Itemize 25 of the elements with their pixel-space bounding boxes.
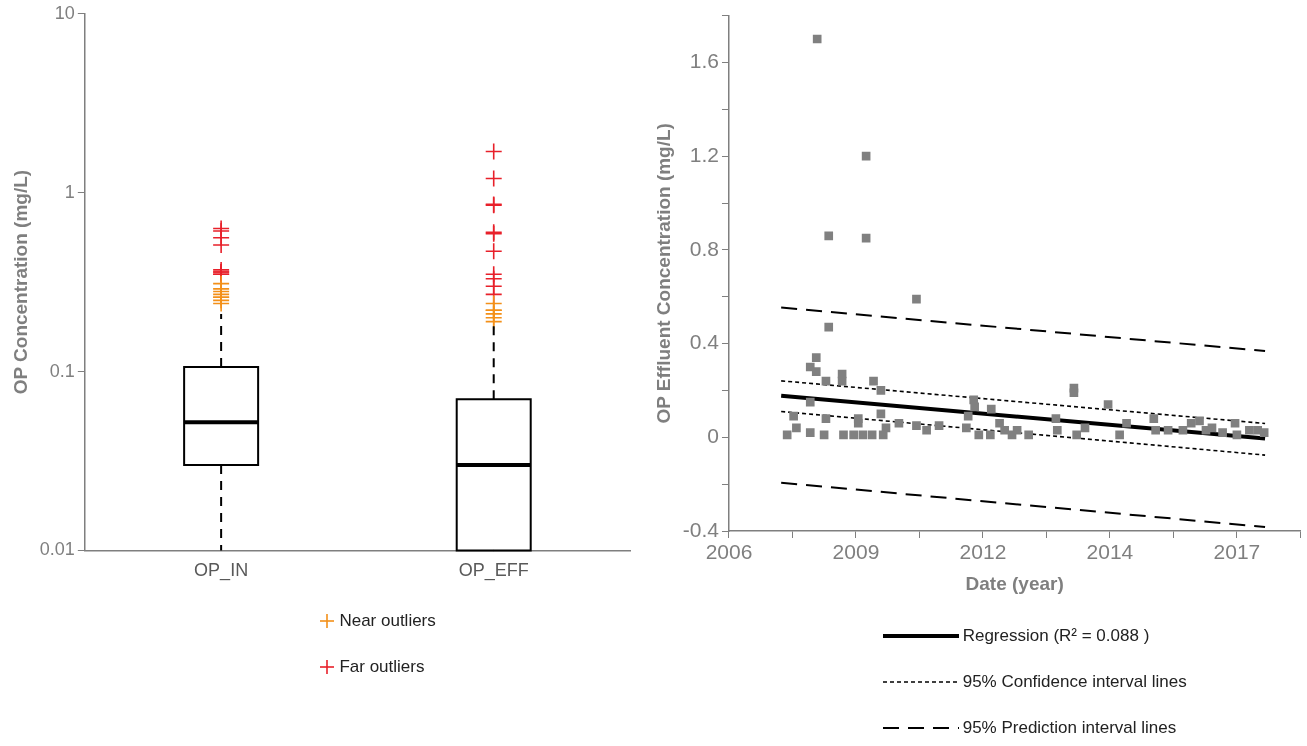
- x-tick-label: 2017: [1213, 540, 1261, 564]
- y-axis-title: OP Effluent Concentration (mg/L): [652, 123, 674, 424]
- x-tick-label: 2012: [959, 540, 1007, 564]
- y-tick-label: 0.1: [49, 360, 75, 381]
- x-tick-label: OP_IN: [194, 560, 249, 582]
- legend-label: Far outliers: [339, 657, 425, 677]
- y-tick-label: 0.01: [39, 539, 75, 560]
- y-tick-label: 1.2: [689, 142, 719, 166]
- x-axis-title: Date (year): [965, 572, 1064, 594]
- legend-label: Near outliers: [339, 611, 436, 631]
- legend-label: Regression (R² = 0.088 ): [962, 626, 1150, 646]
- y-tick-label: 10: [54, 2, 75, 23]
- y-tick-label: 0: [707, 424, 719, 448]
- y-tick-label: -0.4: [682, 517, 720, 541]
- x-tick-label: 2014: [1086, 540, 1134, 564]
- y-tick-label: 1: [64, 181, 75, 202]
- legend-label: 95% Prediction interval lines: [962, 718, 1177, 738]
- y-axis-title: OP Concentration (mg/L): [9, 169, 31, 395]
- y-tick-label: 0.8: [689, 236, 719, 260]
- legend-label: 95% Confidence interval lines: [962, 672, 1187, 692]
- y-tick-label: 1.6: [689, 49, 719, 73]
- x-tick-label: 2009: [832, 540, 880, 564]
- y-tick-label: 0.4: [689, 330, 720, 354]
- x-tick-label: 2006: [705, 540, 753, 564]
- x-tick-label: OP_EFF: [458, 560, 529, 582]
